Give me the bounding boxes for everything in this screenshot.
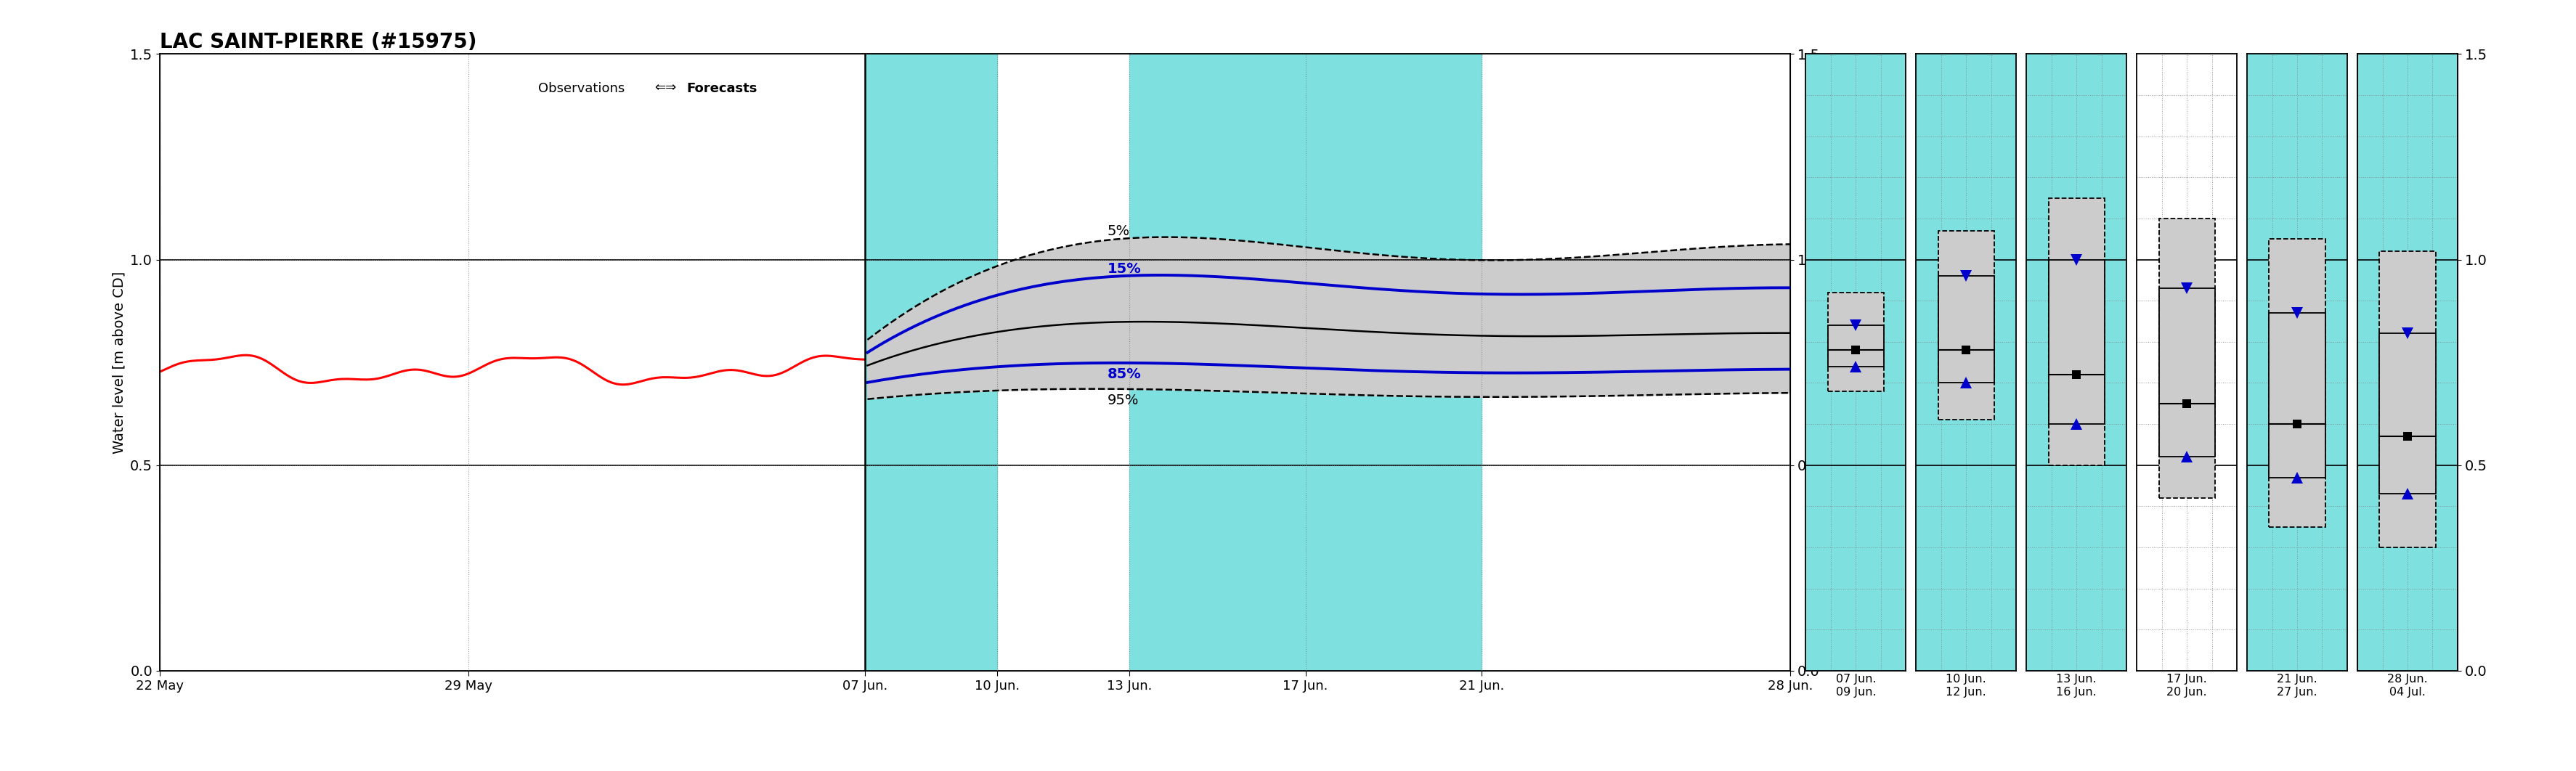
Text: 15%: 15% bbox=[1108, 262, 1141, 276]
X-axis label: 28 Jun.
04 Jul.: 28 Jun. 04 Jul. bbox=[2388, 674, 2427, 697]
X-axis label: 10 Jun.
12 Jun.: 10 Jun. 12 Jun. bbox=[1945, 674, 1986, 697]
X-axis label: 13 Jun.
16 Jun.: 13 Jun. 16 Jun. bbox=[2056, 674, 2097, 697]
Bar bbox=[2048, 260, 2105, 424]
Bar bbox=[1829, 325, 1883, 366]
Text: ⇐⇒: ⇐⇒ bbox=[654, 82, 675, 95]
Bar bbox=[2048, 198, 2105, 465]
Bar bbox=[2159, 218, 2215, 498]
Y-axis label: Water level [m above CD]: Water level [m above CD] bbox=[113, 271, 126, 453]
Bar bbox=[1937, 276, 1994, 383]
X-axis label: 07 Jun.
09 Jun.: 07 Jun. 09 Jun. bbox=[1837, 674, 1875, 697]
Bar bbox=[1128, 54, 1481, 671]
Bar bbox=[866, 54, 997, 671]
Bar bbox=[1937, 231, 1994, 420]
Bar bbox=[2380, 334, 2434, 494]
Text: LAC SAINT-PIERRE (#15975): LAC SAINT-PIERRE (#15975) bbox=[160, 32, 477, 52]
X-axis label: 21 Jun.
27 Jun.: 21 Jun. 27 Jun. bbox=[2277, 674, 2318, 697]
Text: 95%: 95% bbox=[1108, 394, 1139, 407]
Text: 85%: 85% bbox=[1108, 368, 1141, 382]
Text: Forecasts: Forecasts bbox=[685, 82, 757, 95]
Text: Observations: Observations bbox=[538, 82, 623, 95]
Bar bbox=[2159, 288, 2215, 457]
Text: 5%: 5% bbox=[1108, 224, 1131, 238]
Bar bbox=[1829, 292, 1883, 391]
Bar bbox=[2269, 313, 2326, 477]
Bar bbox=[2269, 239, 2326, 527]
X-axis label: 17 Jun.
20 Jun.: 17 Jun. 20 Jun. bbox=[2166, 674, 2208, 697]
Bar bbox=[2380, 251, 2434, 547]
